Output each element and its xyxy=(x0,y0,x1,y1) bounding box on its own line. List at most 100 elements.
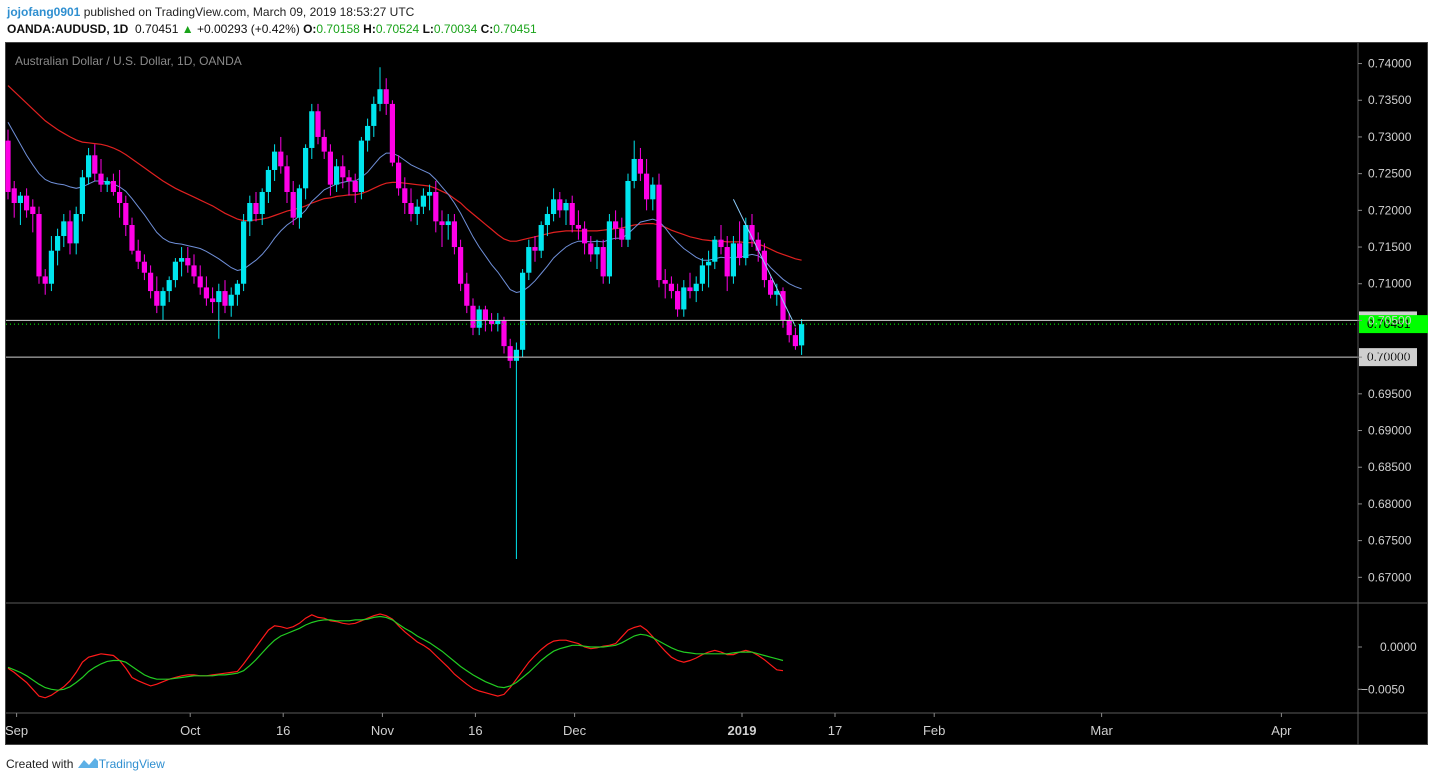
candle-body xyxy=(544,214,550,226)
candle-body xyxy=(222,291,228,306)
candle-body xyxy=(340,166,346,178)
candle-body xyxy=(203,287,209,299)
candle-body xyxy=(699,265,705,284)
price-tick-label: 0.68000 xyxy=(1368,497,1412,511)
candle-body xyxy=(154,291,160,306)
tradingview-brand[interactable]: TradingView xyxy=(98,757,165,771)
candle-body xyxy=(668,283,674,292)
candle-body xyxy=(309,111,315,148)
candle-body xyxy=(73,214,79,244)
candle-body xyxy=(303,147,309,189)
candle-body xyxy=(780,291,786,321)
time-tick-label: Sep xyxy=(5,723,28,738)
candle-body xyxy=(365,125,371,141)
time-tick-label: 16 xyxy=(468,723,482,738)
price-tick-label: 0.72000 xyxy=(1368,203,1412,217)
price-tick-label: 0.71500 xyxy=(1368,240,1412,254)
candle-body xyxy=(110,180,116,192)
candle-body xyxy=(346,177,352,181)
candle-body xyxy=(253,203,259,215)
candle-body xyxy=(284,166,290,192)
candle-body xyxy=(551,199,557,215)
candle-body xyxy=(470,305,476,328)
candle-body xyxy=(172,261,178,281)
publisher-username[interactable]: jojofang0901 xyxy=(7,5,81,19)
candle-body xyxy=(724,247,730,277)
candle-body xyxy=(296,188,302,218)
chart-frame[interactable] xyxy=(5,42,1428,745)
time-tick-label: Nov xyxy=(371,723,395,738)
open-value: 0.70158 xyxy=(316,22,360,36)
candle-body xyxy=(135,250,141,262)
candle-body xyxy=(371,103,377,126)
candle-body xyxy=(61,221,67,237)
candle-body xyxy=(179,258,185,262)
candle-body xyxy=(396,162,402,189)
price-tick-label: 0.73500 xyxy=(1368,93,1412,107)
candle-body xyxy=(259,191,265,215)
candle-body xyxy=(594,247,600,255)
candle-body xyxy=(749,225,755,240)
time-tick-label: 2019 xyxy=(728,723,757,738)
candle-body xyxy=(693,283,699,292)
last-price-label: 0.70451 xyxy=(1367,317,1411,331)
candle-body xyxy=(241,221,247,284)
candle-body xyxy=(79,177,85,215)
candle-body xyxy=(315,111,321,137)
candle-body xyxy=(272,151,278,170)
candle-body xyxy=(687,287,693,292)
candle-body xyxy=(420,195,426,207)
candle-body xyxy=(67,221,73,244)
time-tick-label: 17 xyxy=(828,723,842,738)
candle-body xyxy=(575,225,581,229)
tradingview-logo-icon xyxy=(77,757,99,771)
candle-body xyxy=(786,320,792,336)
candle-body xyxy=(265,169,271,192)
level-price-label: 0.70000 xyxy=(1367,350,1411,364)
candle-body xyxy=(588,243,594,255)
candle-body xyxy=(30,206,36,215)
publish-info: jojofang0901 published on TradingView.co… xyxy=(7,5,414,19)
candle-body xyxy=(761,250,767,281)
high-label: H: xyxy=(363,22,376,36)
close-value: 0.70451 xyxy=(493,22,537,36)
published-text: published on TradingView.com, March 09, … xyxy=(80,5,415,19)
candle-body xyxy=(451,221,457,248)
candle-body xyxy=(489,320,495,325)
candle-body xyxy=(433,191,439,222)
candle-body xyxy=(98,173,104,185)
price-change: +0.00293 (+0.42%) xyxy=(196,22,300,36)
candle-body xyxy=(600,247,606,277)
price-tick-label: 0.72500 xyxy=(1368,167,1412,181)
candle-body xyxy=(408,203,414,215)
candle-body xyxy=(619,228,625,240)
up-arrow-icon: ▲ xyxy=(181,22,194,36)
time-tick-label: Apr xyxy=(1271,723,1292,738)
candle-body xyxy=(55,236,61,251)
price-tick-label: 0.70000 xyxy=(1368,350,1412,364)
oscillator-tick-label: 0.0000 xyxy=(1380,640,1417,654)
candle-body xyxy=(290,191,296,218)
price-tick-label: 0.74000 xyxy=(1368,57,1412,71)
price-tick-label: 0.68500 xyxy=(1368,460,1412,474)
candle-body xyxy=(495,320,501,325)
candle-body xyxy=(569,203,575,226)
candle-body xyxy=(501,320,507,347)
time-tick-label: Mar xyxy=(1090,723,1113,738)
candle-body xyxy=(718,239,724,248)
candle-body xyxy=(458,247,464,284)
last-price-tag xyxy=(1359,315,1428,334)
candle-body xyxy=(24,195,30,211)
candle-body xyxy=(185,258,191,266)
candle-body xyxy=(507,346,513,361)
candle-body xyxy=(526,247,532,273)
candle-body xyxy=(656,184,662,281)
created-with-text: Created with xyxy=(6,757,74,771)
chart-title: Australian Dollar / U.S. Dollar, 1D, OAN… xyxy=(15,54,242,68)
candle-body xyxy=(644,173,650,200)
candle-body xyxy=(743,225,749,259)
candle-body xyxy=(799,324,805,346)
candle-body xyxy=(92,155,98,174)
candle-body xyxy=(191,265,197,277)
